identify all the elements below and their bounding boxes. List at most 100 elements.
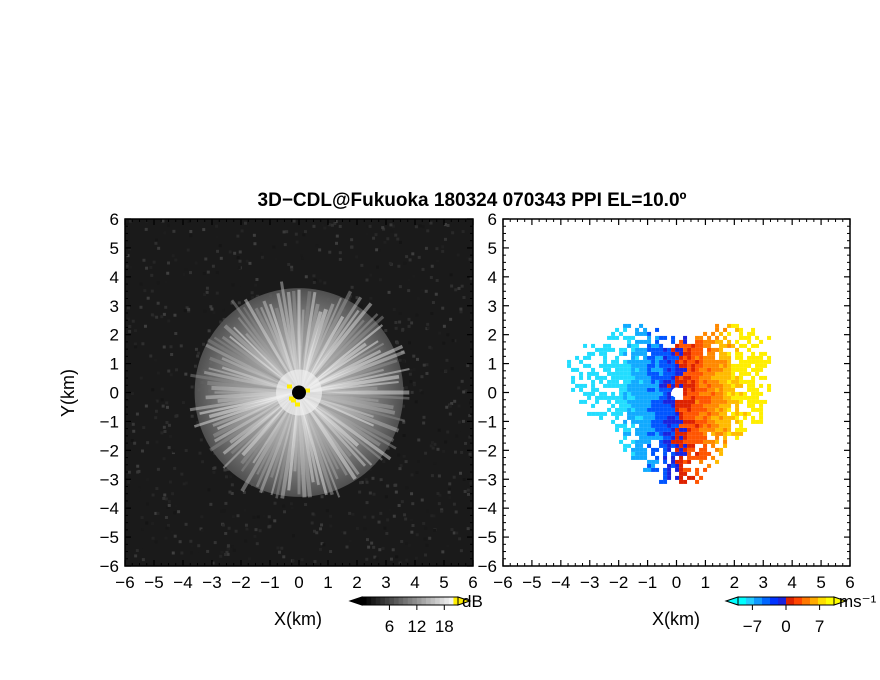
velocity-cell: [575, 383, 580, 388]
noise-cell: [160, 315, 164, 319]
noise-cell: [312, 274, 316, 278]
velocity-cell: [711, 391, 716, 396]
noise-cell: [289, 502, 293, 506]
velocity-cell: [695, 375, 700, 380]
noise-cell: [255, 542, 259, 546]
velocity-cell: [691, 447, 696, 452]
velocity-cell: [739, 351, 744, 356]
velocity-cell: [607, 407, 612, 412]
noise-cell: [464, 441, 468, 445]
noise-cell: [224, 531, 228, 535]
velocity-cell: [671, 335, 676, 340]
noise-cell: [468, 435, 472, 439]
velocity-cell: [655, 403, 660, 408]
noise-cell: [351, 512, 355, 516]
velocity-cell: [759, 419, 764, 424]
velocity-cell: [759, 415, 764, 420]
noise-cell: [398, 561, 402, 565]
velocity-cell: [699, 439, 704, 444]
velocity-cell: [619, 347, 624, 352]
velocity-cell: [607, 343, 612, 348]
noise-cell: [372, 236, 376, 240]
velocity-cell: [659, 415, 664, 420]
colorbar-segment: [746, 597, 755, 605]
noise-cell: [199, 527, 203, 531]
velocity-cell: [755, 343, 760, 348]
noise-cell: [171, 492, 175, 496]
velocity-cell: [703, 431, 708, 436]
noise-cell: [258, 529, 262, 533]
velocity-cell: [583, 391, 588, 396]
noise-cell: [183, 309, 187, 313]
velocity-cell: [707, 379, 712, 384]
velocity-cell: [679, 399, 684, 404]
noise-cell: [377, 520, 381, 524]
velocity-cell: [659, 367, 664, 372]
velocity-cell: [707, 383, 712, 388]
velocity-cell: [647, 427, 652, 432]
velocity-cell: [623, 371, 628, 376]
velocity-cell: [739, 427, 744, 432]
velocity-cell: [703, 399, 708, 404]
noise-cell: [399, 240, 403, 244]
velocity-cell: [619, 363, 624, 368]
velocity-cell: [683, 435, 688, 440]
velocity-cell: [731, 343, 736, 348]
velocity-cell: [623, 395, 628, 400]
velocity-cell: [683, 431, 688, 436]
y-tick-label: −2: [478, 441, 497, 460]
noise-cell: [267, 525, 271, 529]
velocity-cell: [651, 351, 656, 356]
velocity-cell: [623, 419, 628, 424]
noise-cell: [454, 288, 458, 292]
noise-cell: [405, 486, 409, 490]
noise-cell: [196, 354, 200, 358]
noise-cell: [468, 257, 472, 261]
velocity-cell: [703, 419, 708, 424]
velocity-cell: [627, 411, 632, 416]
noise-cell: [320, 495, 324, 499]
colorbar-segment: [762, 597, 771, 605]
colorbar-segment: [362, 597, 368, 605]
velocity-cell: [663, 459, 668, 464]
y-tick-label: 3: [488, 297, 497, 316]
noise-cell: [328, 250, 332, 254]
velocity-cell: [659, 383, 664, 388]
velocity-cell: [627, 323, 632, 328]
velocity-cell: [611, 347, 616, 352]
noise-cell: [221, 523, 225, 527]
velocity-cell: [675, 363, 680, 368]
velocity-cell: [691, 383, 696, 388]
velocity-cell: [623, 347, 628, 352]
noise-cell: [248, 261, 252, 265]
velocity-cell: [687, 403, 692, 408]
y-tick-label: −6: [100, 557, 119, 576]
noise-cell: [431, 446, 435, 450]
velocity-cell: [631, 399, 636, 404]
y-tick-label: 1: [110, 355, 119, 374]
velocity-cell: [715, 339, 720, 344]
velocity-cell: [635, 359, 640, 364]
velocity-cell: [639, 427, 644, 432]
velocity-cell: [631, 391, 636, 396]
noise-cell: [397, 503, 401, 507]
velocity-cell: [679, 427, 684, 432]
noise-cell: [429, 221, 433, 225]
velocity-cell: [663, 383, 668, 388]
y-tick-label: 2: [110, 326, 119, 345]
velocity-cell: [623, 387, 628, 392]
velocity-cell: [751, 395, 756, 400]
velocity-cell: [651, 431, 656, 436]
velocity-colorbar-unit: ms⁻¹: [839, 592, 877, 611]
noise-cell: [382, 460, 386, 464]
colorbar-segment: [818, 597, 827, 605]
velocity-cell: [571, 387, 576, 392]
velocity-cell: [663, 375, 668, 380]
velocity-cell: [627, 363, 632, 368]
noise-cell: [245, 527, 249, 531]
velocity-cell: [731, 431, 736, 436]
velocity-cell: [623, 335, 628, 340]
velocity-cell: [759, 351, 764, 356]
velocity-cell: [683, 351, 688, 356]
velocity-cell: [747, 335, 752, 340]
